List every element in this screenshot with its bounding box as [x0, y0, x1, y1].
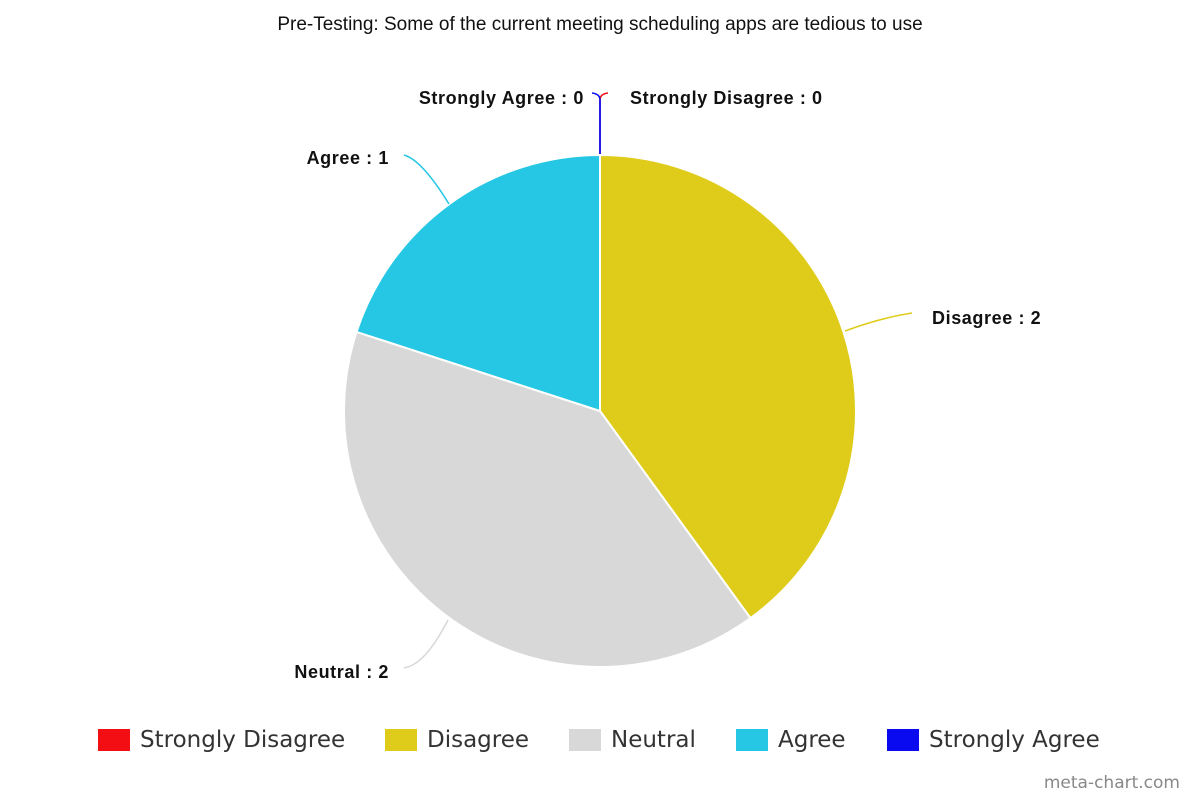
data-label-strongly-agree: Strongly Agree : 0 [419, 88, 584, 108]
pie-slice-agree[interactable] [355, 153, 601, 413]
legend-label-agree: Agree [778, 727, 846, 753]
legend-swatch-disagree [385, 729, 417, 751]
label-connector-disagree [844, 312, 913, 332]
legend-item-neutral[interactable]: Neutral [569, 722, 696, 758]
legend-swatch-strongly-agree [887, 729, 919, 751]
pie-slice-neutral[interactable] [343, 330, 752, 668]
legend-item-agree[interactable]: Agree [736, 722, 846, 758]
data-label-neutral: Neutral : 2 [294, 662, 389, 682]
chart-title: Pre-Testing: Some of the current meeting… [277, 14, 923, 35]
pie-slices [343, 153, 857, 668]
legend-label-strongly-disagree: Strongly Disagree [140, 727, 346, 753]
label-connector-strongly-agree [591, 92, 601, 154]
legend-swatch-agree [736, 729, 768, 751]
legend-item-strongly-disagree[interactable]: Strongly Disagree [98, 722, 345, 758]
pie-slice-disagree[interactable] [599, 153, 857, 620]
label-connector-neutral [403, 619, 449, 669]
legend-item-disagree[interactable]: Disagree [385, 722, 529, 758]
legend-label-neutral: Neutral [611, 727, 696, 753]
label-connector-agree [403, 154, 450, 205]
data-label-agree: Agree : 1 [307, 148, 389, 168]
legend-swatch-neutral [569, 729, 601, 751]
legend-item-strongly-agree[interactable]: Strongly Agree [887, 722, 1100, 758]
legend-label-disagree: Disagree [427, 727, 530, 753]
legend-label-strongly-agree: Strongly Agree [929, 727, 1100, 753]
credit-text[interactable]: meta-chart.com [1043, 773, 1180, 793]
data-label-disagree: Disagree : 2 [932, 308, 1041, 328]
legend-swatch-strongly-disagree [98, 729, 130, 751]
legend: Strongly Disagree Disagree Neutral Agree… [0, 722, 1200, 758]
label-connector-strongly-disagree [599, 92, 609, 154]
data-label-strongly-disagree: Strongly Disagree : 0 [630, 88, 823, 108]
